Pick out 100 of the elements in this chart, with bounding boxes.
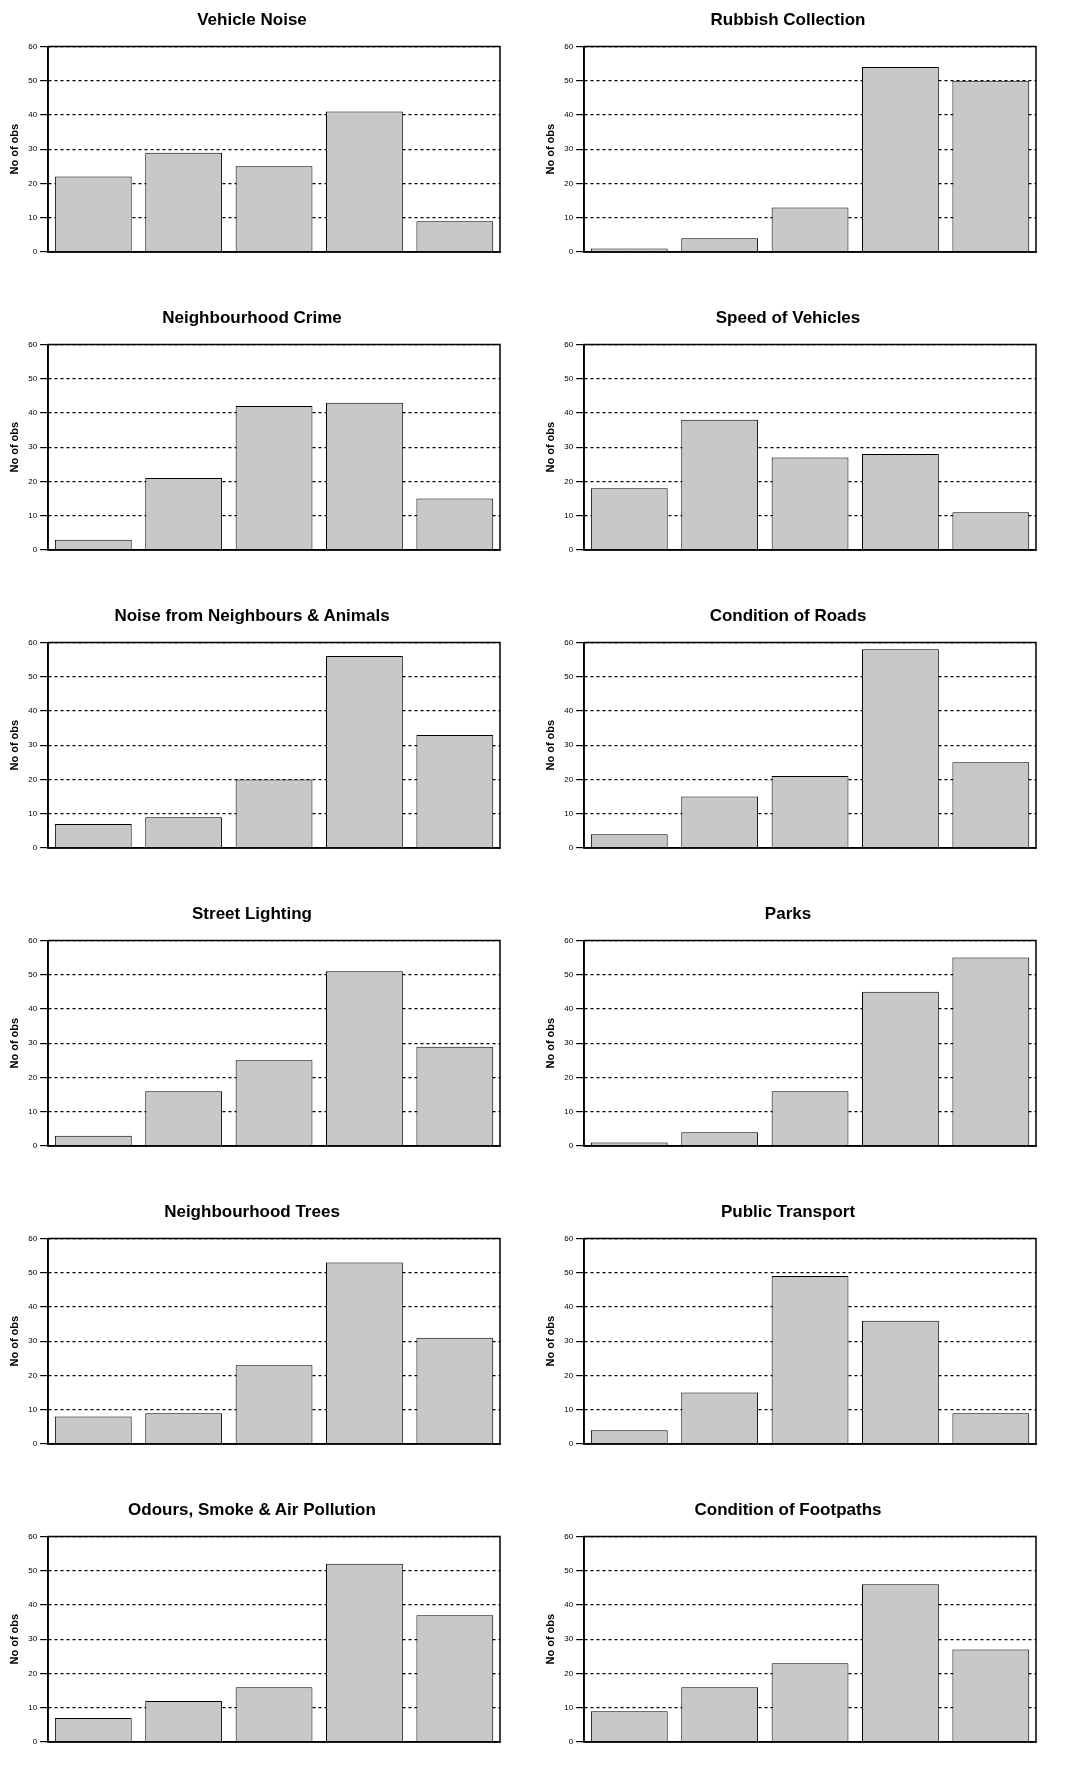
y-tick-label: 60 xyxy=(28,1233,38,1243)
y-tick-label: 20 xyxy=(564,1370,574,1380)
y-tick-label: 60 xyxy=(28,1531,38,1541)
chart-title: Vehicle Noise xyxy=(197,9,307,29)
y-tick-label: 60 xyxy=(564,637,574,647)
y-tick-label: 30 xyxy=(564,1336,574,1346)
y-tick-label: 0 xyxy=(568,247,574,257)
y-tick-label: 50 xyxy=(28,969,38,979)
y-tick-label: 50 xyxy=(564,373,574,383)
y-tick-label: 30 xyxy=(564,740,574,750)
y-tick-label: 30 xyxy=(28,1634,38,1644)
y-tick-label: 0 xyxy=(32,843,38,853)
y-axis-title: No of obs xyxy=(543,1017,556,1069)
y-tick-label: 40 xyxy=(28,110,38,120)
y-tick-label: 20 xyxy=(564,774,574,784)
y-tick-label: 50 xyxy=(28,373,38,383)
y-tick-label: 20 xyxy=(28,1668,38,1678)
y-tick-label: 30 xyxy=(564,1038,574,1048)
y-tick-label: 40 xyxy=(564,408,574,418)
y-tick-label: 30 xyxy=(28,1336,38,1346)
chart-title: Odours, Smoke & Air Pollution xyxy=(128,1499,376,1519)
y-axis-title: No of obs xyxy=(7,1613,20,1665)
y-tick-label: 40 xyxy=(28,1302,38,1312)
y-tick-label: 60 xyxy=(28,41,38,51)
y-tick-label: 0 xyxy=(32,1141,38,1151)
y-axis-title: No of obs xyxy=(7,719,20,771)
y-tick-label: 10 xyxy=(564,510,574,520)
y-axis-title: No of obs xyxy=(543,1315,556,1367)
y-tick-label: 20 xyxy=(28,1370,38,1380)
y-axis-title: No of obs xyxy=(7,123,20,175)
chart-title: Noise from Neighbours & Animals xyxy=(114,605,390,625)
y-tick-label: 0 xyxy=(32,1737,38,1747)
y-axis-title: No of obs xyxy=(543,1613,556,1665)
y-axis-title: No of obs xyxy=(543,719,556,771)
y-tick-label: 0 xyxy=(568,1439,574,1449)
chart-title: Neighbourhood Crime xyxy=(162,307,342,327)
y-tick-label: 10 xyxy=(28,212,38,222)
chart-title: Parks xyxy=(764,903,812,923)
y-tick-label: 10 xyxy=(564,212,574,222)
y-tick-label: 20 xyxy=(564,178,574,188)
y-tick-label: 0 xyxy=(568,1737,574,1747)
y-tick-label: 40 xyxy=(28,1004,38,1014)
chart-title: Condition of Footpaths xyxy=(694,1499,882,1519)
y-tick-label: 40 xyxy=(564,110,574,120)
y-tick-label: 20 xyxy=(564,1668,574,1678)
y-tick-label: 10 xyxy=(564,1702,574,1712)
y-tick-label: 40 xyxy=(564,1302,574,1312)
y-tick-label: 40 xyxy=(28,706,38,716)
y-tick-label: 40 xyxy=(564,706,574,716)
y-tick-label: 20 xyxy=(28,1072,38,1082)
y-tick-label: 60 xyxy=(564,339,574,349)
chart-title: Condition of Roads xyxy=(709,605,867,625)
y-tick-label: 10 xyxy=(28,808,38,818)
y-axis-title: No of obs xyxy=(7,1017,20,1069)
y-tick-label: 40 xyxy=(28,1600,38,1610)
y-tick-label: 50 xyxy=(564,1565,574,1575)
y-tick-label: 60 xyxy=(564,1531,574,1541)
y-tick-label: 60 xyxy=(28,637,38,647)
chart-title: Rubbish Collection xyxy=(710,9,866,29)
y-tick-label: 60 xyxy=(28,935,38,945)
y-tick-label: 0 xyxy=(568,545,574,555)
y-tick-label: 0 xyxy=(32,247,38,257)
y-tick-label: 60 xyxy=(564,41,574,51)
y-tick-label: 50 xyxy=(564,671,574,681)
y-tick-label: 50 xyxy=(564,75,574,85)
y-tick-label: 10 xyxy=(28,1404,38,1414)
y-tick-label: 30 xyxy=(564,144,574,154)
y-tick-label: 50 xyxy=(28,671,38,681)
y-tick-label: 20 xyxy=(564,476,574,486)
y-tick-label: 20 xyxy=(28,476,38,486)
y-tick-label: 0 xyxy=(32,1439,38,1449)
y-tick-label: 30 xyxy=(28,442,38,452)
y-tick-label: 0 xyxy=(568,1141,574,1151)
y-tick-label: 10 xyxy=(28,1106,38,1116)
y-tick-label: 60 xyxy=(28,339,38,349)
y-axis-title: No of obs xyxy=(543,421,556,473)
y-tick-label: 50 xyxy=(28,1565,38,1575)
y-tick-label: 60 xyxy=(564,935,574,945)
y-axis-title: No of obs xyxy=(7,421,20,473)
y-tick-label: 50 xyxy=(28,1267,38,1277)
y-tick-label: 0 xyxy=(32,545,38,555)
y-tick-label: 50 xyxy=(564,1267,574,1277)
y-tick-label: 50 xyxy=(28,75,38,85)
y-tick-label: 10 xyxy=(564,1404,574,1414)
y-tick-label: 40 xyxy=(564,1004,574,1014)
y-tick-label: 30 xyxy=(564,442,574,452)
chart-title: Speed of Vehicles xyxy=(715,307,861,327)
y-tick-label: 10 xyxy=(564,1106,574,1116)
y-tick-label: 10 xyxy=(28,1702,38,1712)
y-tick-label: 20 xyxy=(564,1072,574,1082)
y-tick-label: 20 xyxy=(28,774,38,784)
y-tick-label: 20 xyxy=(28,178,38,188)
y-tick-label: 50 xyxy=(564,969,574,979)
y-tick-label: 30 xyxy=(28,144,38,154)
y-tick-label: 40 xyxy=(564,1600,574,1610)
y-axis-title: No of obs xyxy=(7,1315,20,1367)
y-tick-label: 10 xyxy=(28,510,38,520)
y-tick-label: 30 xyxy=(564,1634,574,1644)
y-tick-label: 40 xyxy=(28,408,38,418)
chart-title: Public Transport xyxy=(720,1201,856,1221)
